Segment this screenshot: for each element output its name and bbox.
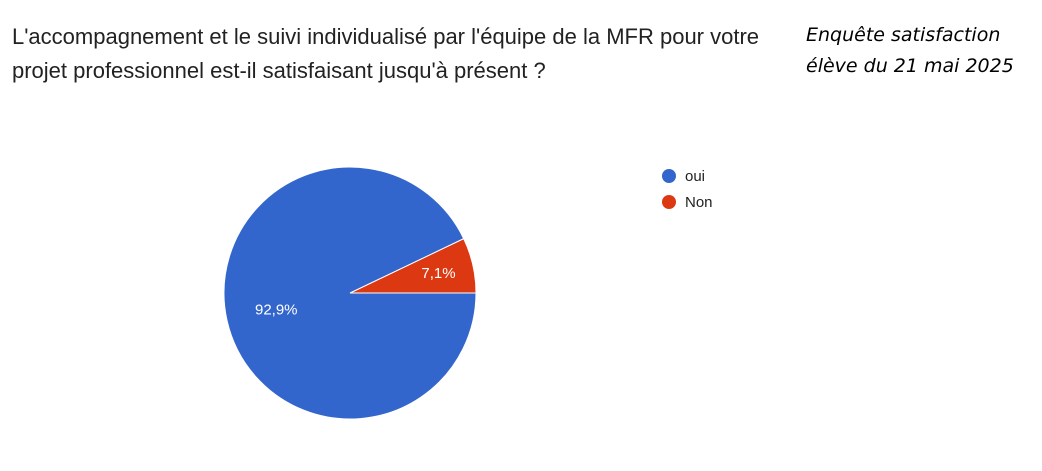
survey-note: Enquête satisfaction élève du 21 mai 202… bbox=[806, 20, 1036, 82]
legend-label-oui: oui bbox=[685, 168, 705, 185]
survey-note-line1: Enquête satisfaction bbox=[806, 24, 1001, 46]
slice-label-oui: 92,9% bbox=[255, 302, 298, 319]
question-title: L'accompagnement et le suivi individuali… bbox=[12, 24, 760, 83]
pie-slice-oui bbox=[223, 166, 477, 420]
legend-item-non: Non bbox=[662, 194, 713, 211]
legend-swatch-non bbox=[662, 195, 676, 209]
legend-swatch-oui bbox=[662, 169, 676, 183]
survey-note-line2: élève du 21 mai 2025 bbox=[806, 55, 1014, 77]
legend-item-oui: oui bbox=[662, 168, 705, 185]
legend-label-non: Non bbox=[685, 194, 713, 211]
slice-label-non: 7,1% bbox=[421, 265, 455, 282]
